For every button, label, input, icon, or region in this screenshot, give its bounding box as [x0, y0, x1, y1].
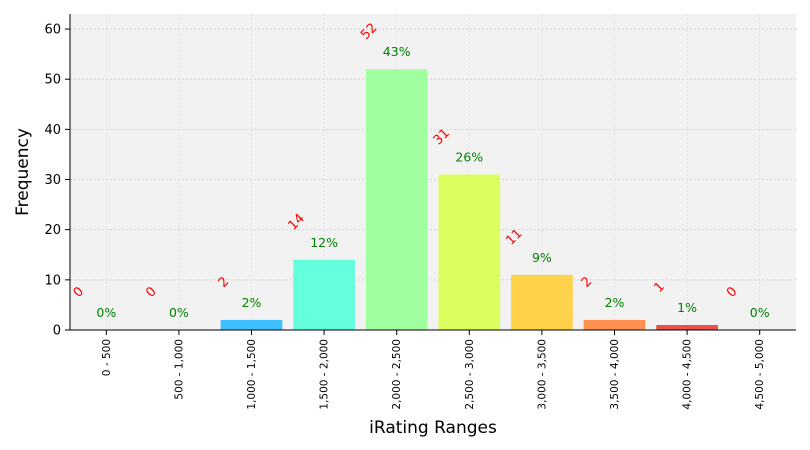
y-tick-label: 10: [44, 273, 61, 288]
y-tick-label: 40: [44, 123, 61, 138]
y-tick-label: 30: [44, 173, 61, 188]
percent-label: 1%: [677, 300, 697, 315]
y-tick-label: 0: [53, 324, 61, 339]
x-tick-label: 4,500 - 5,000: [754, 339, 766, 410]
bar: [511, 274, 573, 330]
percent-label: 12%: [310, 235, 338, 250]
x-tick-label: 3,000 - 3,500: [536, 339, 548, 410]
y-tick-label: 50: [44, 73, 61, 88]
percent-label: 0%: [169, 305, 189, 320]
bar: [365, 69, 428, 330]
percent-label: 0%: [96, 305, 116, 320]
y-axis-title: Frequency: [13, 128, 33, 216]
x-tick-label: 4,000 - 4,500: [682, 339, 694, 410]
plot-background: [70, 14, 796, 330]
percent-label: 9%: [532, 250, 552, 265]
x-tick-label: 3,500 - 4,000: [609, 339, 621, 410]
percent-label: 26%: [455, 150, 483, 165]
x-tick-label: 2,000 - 2,500: [391, 339, 403, 410]
bar: [656, 324, 718, 330]
x-axis-title: iRating Ranges: [369, 418, 497, 438]
bar: [438, 174, 501, 330]
x-tick-label: 2,500 - 3,000: [464, 339, 476, 410]
grid-lines: [70, 14, 796, 331]
y-tick-label: 60: [44, 23, 61, 38]
x-tick-label: 0 - 500: [101, 339, 113, 376]
x-tick-label: 1,000 - 1,500: [246, 339, 258, 410]
bar: [293, 259, 355, 330]
percent-label: 0%: [750, 305, 770, 320]
bars: [220, 69, 718, 330]
x-tick-label: 1,500 - 2,000: [319, 339, 331, 410]
y-axis-ticks: 0 10 20 30 40 50 60: [44, 23, 70, 339]
percent-label: 2%: [242, 295, 262, 310]
bar: [220, 319, 283, 330]
y-tick-label: 20: [44, 223, 61, 238]
x-tick-label: 500 - 1,000: [173, 339, 185, 400]
x-axis-ticks: 0 - 500 500 - 1,000 1,000 - 1,500 1,500 - 2…: [101, 330, 766, 410]
percent-label: 43%: [383, 44, 411, 59]
bar: [583, 319, 646, 330]
percent-label: 2%: [605, 295, 625, 310]
